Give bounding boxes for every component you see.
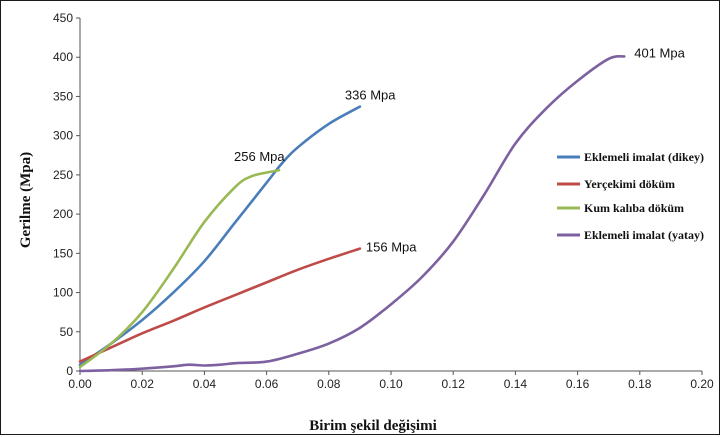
x-tick-label: 0.00 — [68, 377, 92, 391]
x-tick-label: 0.12 — [442, 377, 466, 391]
y-axis-ticks: 0 50 100 150 200 250 300 350 400 450 — [53, 11, 80, 378]
series-line-1 — [78, 105, 362, 367]
y-tick-label: 450 — [53, 11, 73, 25]
x-tick-label: 0.14 — [504, 377, 528, 391]
x-tick-label: 0.06 — [255, 377, 279, 391]
x-tick-label: 0.18 — [628, 377, 652, 391]
x-axis-title: Birim şekil değişimi — [309, 418, 437, 434]
legend: Eklemeli imalat (dikey) Yerçekimi döküm Ku… — [557, 150, 704, 242]
series-line-2 — [78, 247, 362, 363]
y-tick-label: 50 — [60, 325, 74, 339]
legend-entry-2: Yerçekimi döküm — [584, 177, 675, 191]
peak-annotation: 156 Mpa — [366, 240, 417, 255]
y-tick-label: 100 — [53, 286, 73, 300]
y-tick-label: 0 — [66, 364, 73, 378]
peak-annotation: 336 Mpa — [345, 88, 396, 103]
annotations: 336 Mpa 256 Mpa 156 Mpa 401 Mpa — [234, 45, 686, 254]
x-tick-label: 0.04 — [193, 377, 217, 391]
series-layer — [78, 54, 626, 373]
x-tick-label: 0.08 — [317, 377, 341, 391]
y-tick-label: 350 — [53, 89, 73, 103]
peak-annotation: 401 Mpa — [634, 45, 685, 60]
x-tick-label: 0.16 — [566, 377, 590, 391]
y-tick-label: 300 — [53, 129, 73, 143]
series-line-4 — [78, 54, 626, 373]
y-tick-label: 250 — [53, 168, 73, 182]
legend-entry-1: Eklemeli imalat (dikey) — [584, 150, 704, 164]
y-axis-title: Gerilme (Mpa) — [18, 152, 34, 248]
y-tick-label: 400 — [53, 50, 73, 64]
series-line-3 — [78, 168, 281, 369]
legend-entry-3: Kum kalıba döküm — [584, 201, 684, 215]
y-tick-label: 200 — [53, 207, 73, 221]
x-tick-label: 0.20 — [690, 377, 714, 391]
y-tick-label: 150 — [53, 246, 73, 260]
legend-entry-4: Eklemeli imalat (yatay) — [584, 228, 704, 242]
x-axis-ticks: 0.00 0.02 0.04 0.06 0.08 0.10 0.12 0.14 0.16 0.18… — [68, 371, 714, 391]
x-tick-label: 0.10 — [379, 377, 403, 391]
x-tick-label: 0.02 — [131, 377, 155, 391]
peak-annotation: 256 Mpa — [234, 149, 285, 164]
